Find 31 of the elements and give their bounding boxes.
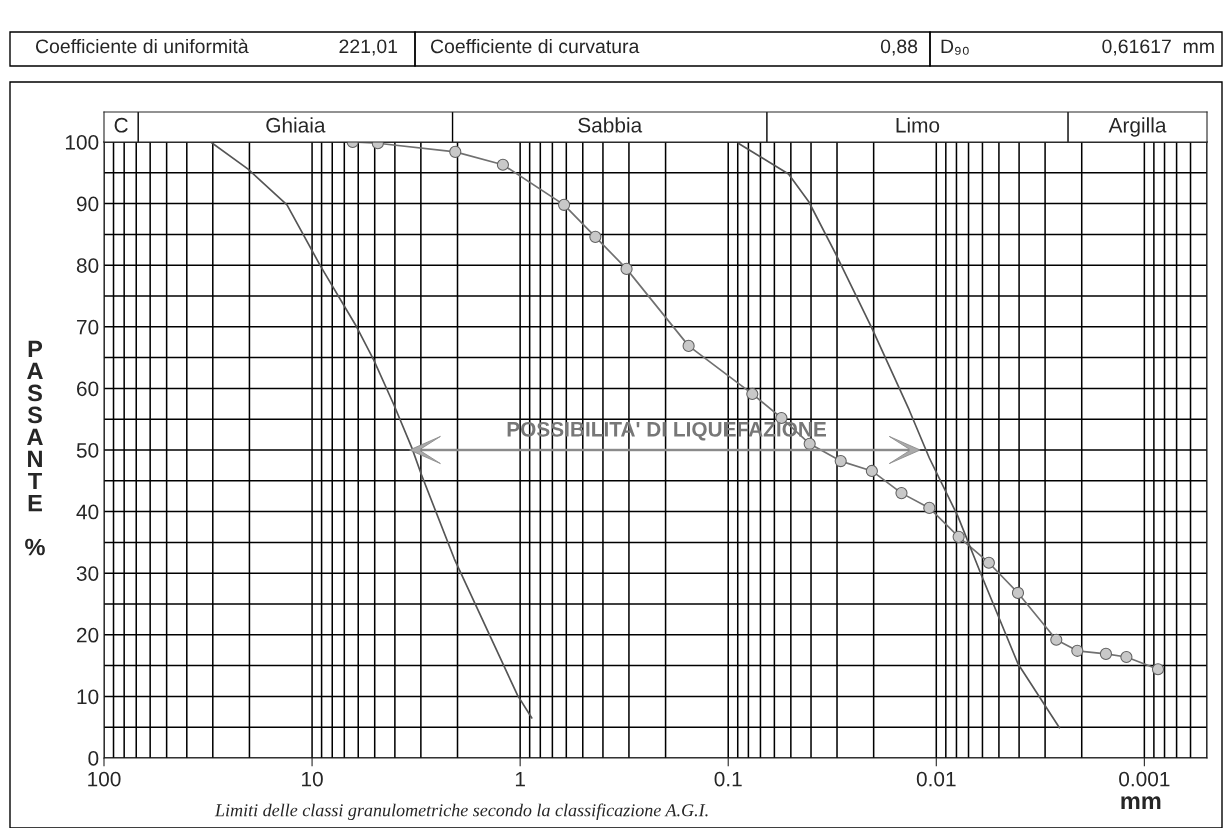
text: Sabbia xyxy=(578,117,643,133)
y-tick-label: 60 xyxy=(77,381,99,397)
text: Limo xyxy=(896,117,940,133)
text: Limiti delle classi granulometriche secondo la classificazione A.G.I. xyxy=(214,803,708,820)
y-tick-label: 100 xyxy=(65,135,99,150)
y-tick-label: 90 xyxy=(76,196,99,212)
x-axis-title: mm xyxy=(1121,796,1161,809)
x-tick-label: 10 xyxy=(302,771,323,787)
text: 221,01 xyxy=(339,39,398,56)
text: C xyxy=(114,117,128,133)
text: Coefficiente di uniformità xyxy=(35,38,249,54)
y-tick-label: 40 xyxy=(76,504,99,520)
x-tick-label: 100 xyxy=(88,771,121,787)
x-tick-label: 0.01 xyxy=(916,771,956,787)
text: Ghiaia xyxy=(266,117,326,133)
y-tick-label: 30 xyxy=(76,566,99,581)
x-tick-label: 0.001 xyxy=(1119,771,1170,787)
y-tick-label: 20 xyxy=(77,627,99,643)
y-tick-label: 80 xyxy=(76,258,99,273)
text: Argilla xyxy=(1108,117,1167,137)
x-tick-label: 0.1 xyxy=(714,771,742,787)
x-tick-label: 1 xyxy=(515,771,525,787)
y-tick-label: 10 xyxy=(77,689,99,705)
text: PASSANTE % xyxy=(25,340,45,556)
text: D₉₀ xyxy=(941,39,969,55)
text: Coefficiente di curvatura xyxy=(430,38,640,54)
y-tick-label: 50 xyxy=(76,443,99,458)
y-tick-label: 0 xyxy=(88,751,99,766)
text: 0,88 xyxy=(880,39,918,56)
y-tick-label: 70 xyxy=(77,319,99,335)
text: 0,61617 mm xyxy=(1102,39,1214,56)
